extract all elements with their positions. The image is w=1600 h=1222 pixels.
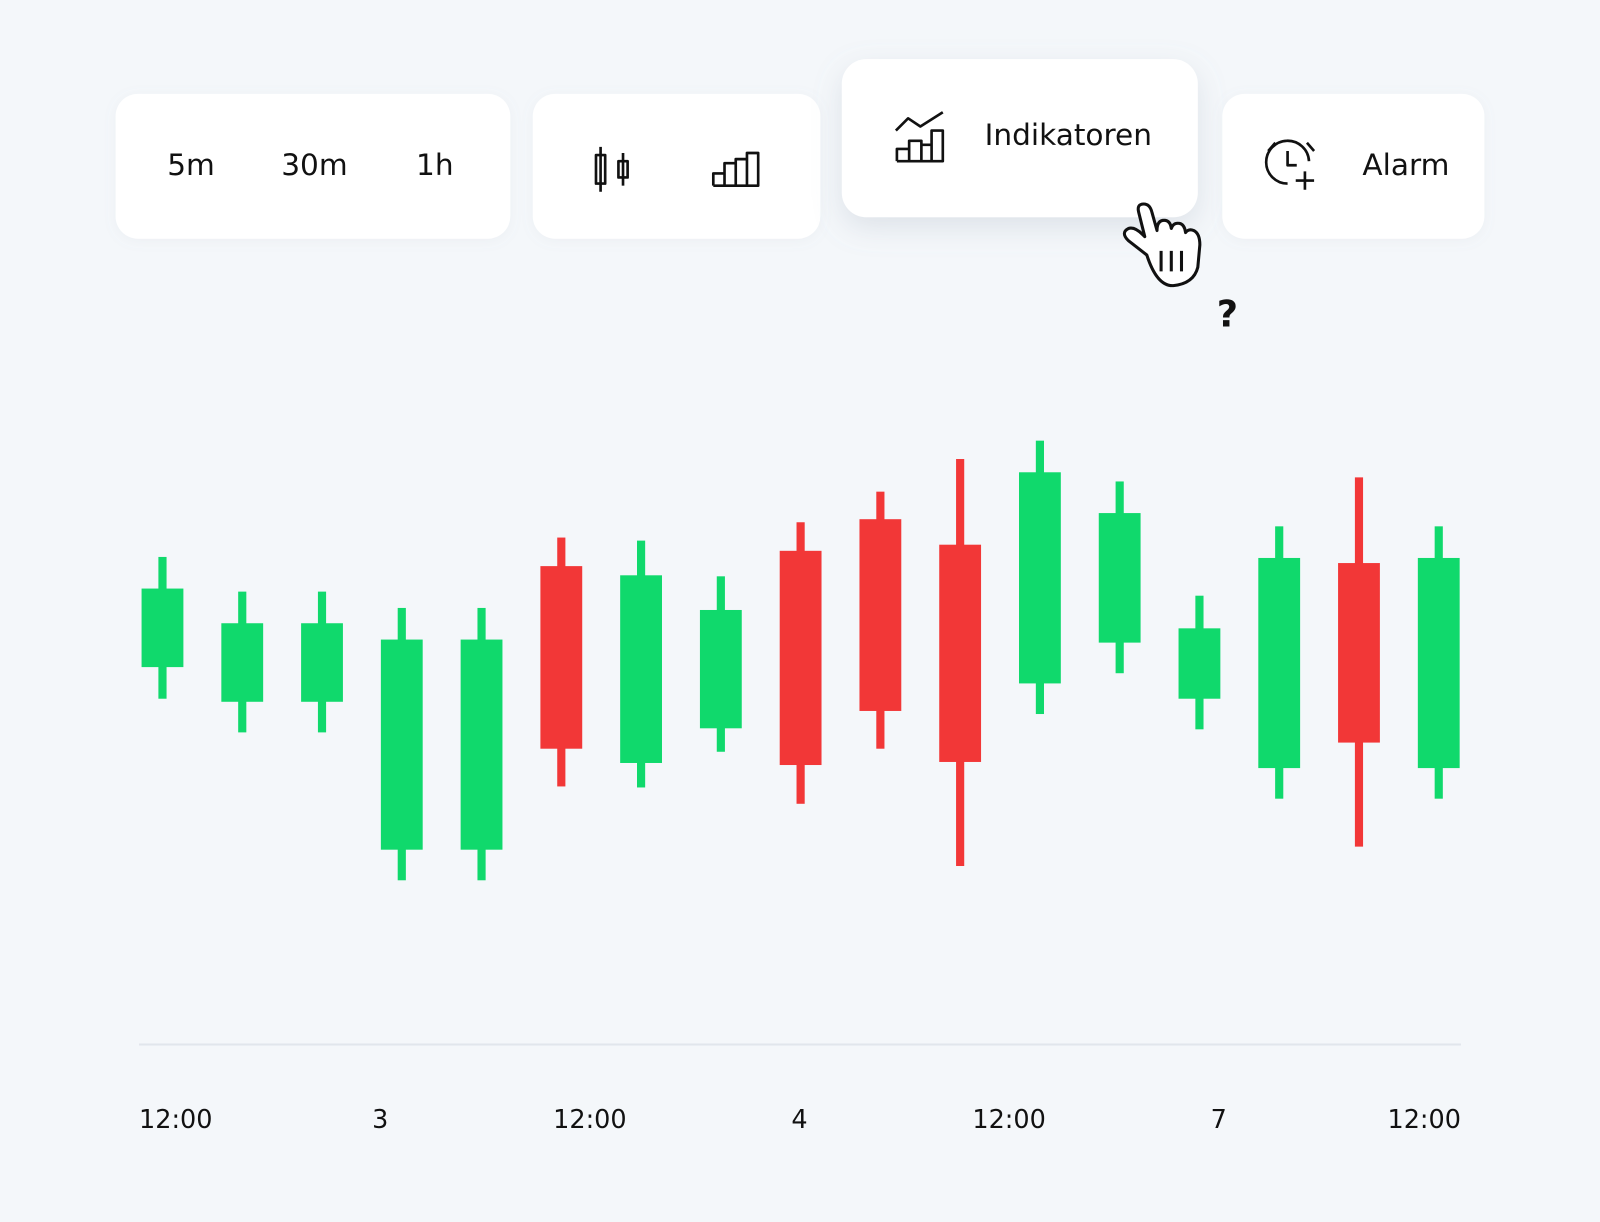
timeframe-group: 5m 30m 1h xyxy=(115,93,511,239)
timeframe-button[interactable]: 5m xyxy=(167,148,215,182)
indicators-label: Indikatoren xyxy=(985,118,1152,152)
candle-body xyxy=(221,623,264,702)
candle-body xyxy=(1338,563,1380,743)
candles-icon[interactable] xyxy=(594,146,629,192)
indicators-icon xyxy=(894,111,945,163)
x-tick-label: 7 xyxy=(1211,1105,1227,1135)
bars-icon[interactable] xyxy=(711,151,760,187)
chart-type-group xyxy=(532,93,821,239)
x-tick-label: 12:00 xyxy=(139,1105,213,1135)
panel xyxy=(532,93,821,239)
candle-body xyxy=(141,588,184,668)
x-tick-label: 3 xyxy=(372,1105,388,1135)
candle-body xyxy=(380,639,423,850)
candle-body xyxy=(1019,472,1061,684)
cursor-hint: ? xyxy=(1217,293,1238,336)
candle-body xyxy=(620,575,662,763)
x-tick-label: 4 xyxy=(791,1105,807,1135)
panel xyxy=(841,59,1198,218)
x-tick-label: 12:00 xyxy=(1387,1105,1461,1135)
candle-body xyxy=(540,566,583,749)
cursor xyxy=(1122,202,1202,288)
candle-body xyxy=(301,623,343,702)
x-tick-label: 12:00 xyxy=(972,1105,1046,1135)
x-tick-label: 12:00 xyxy=(553,1105,627,1135)
alarm-button[interactable]: Alarm xyxy=(1222,93,1485,239)
alarm-label: Alarm xyxy=(1362,148,1449,182)
candle-body xyxy=(460,639,503,850)
candle-body xyxy=(859,519,902,711)
panel xyxy=(115,93,511,239)
candle-body xyxy=(699,609,742,729)
candle-body xyxy=(1258,557,1301,769)
panel xyxy=(1222,93,1485,239)
candle-body xyxy=(939,544,982,762)
candle-body xyxy=(779,550,822,766)
candle-body xyxy=(1178,628,1221,699)
candle-body xyxy=(1417,557,1460,769)
candle-body xyxy=(1098,513,1141,643)
indicators-button[interactable]: Indikatoren xyxy=(841,59,1198,218)
alarm-icon xyxy=(1264,139,1316,190)
timeframe-button[interactable]: 30m xyxy=(281,148,347,182)
timeframe-button[interactable]: 1h xyxy=(416,148,454,182)
